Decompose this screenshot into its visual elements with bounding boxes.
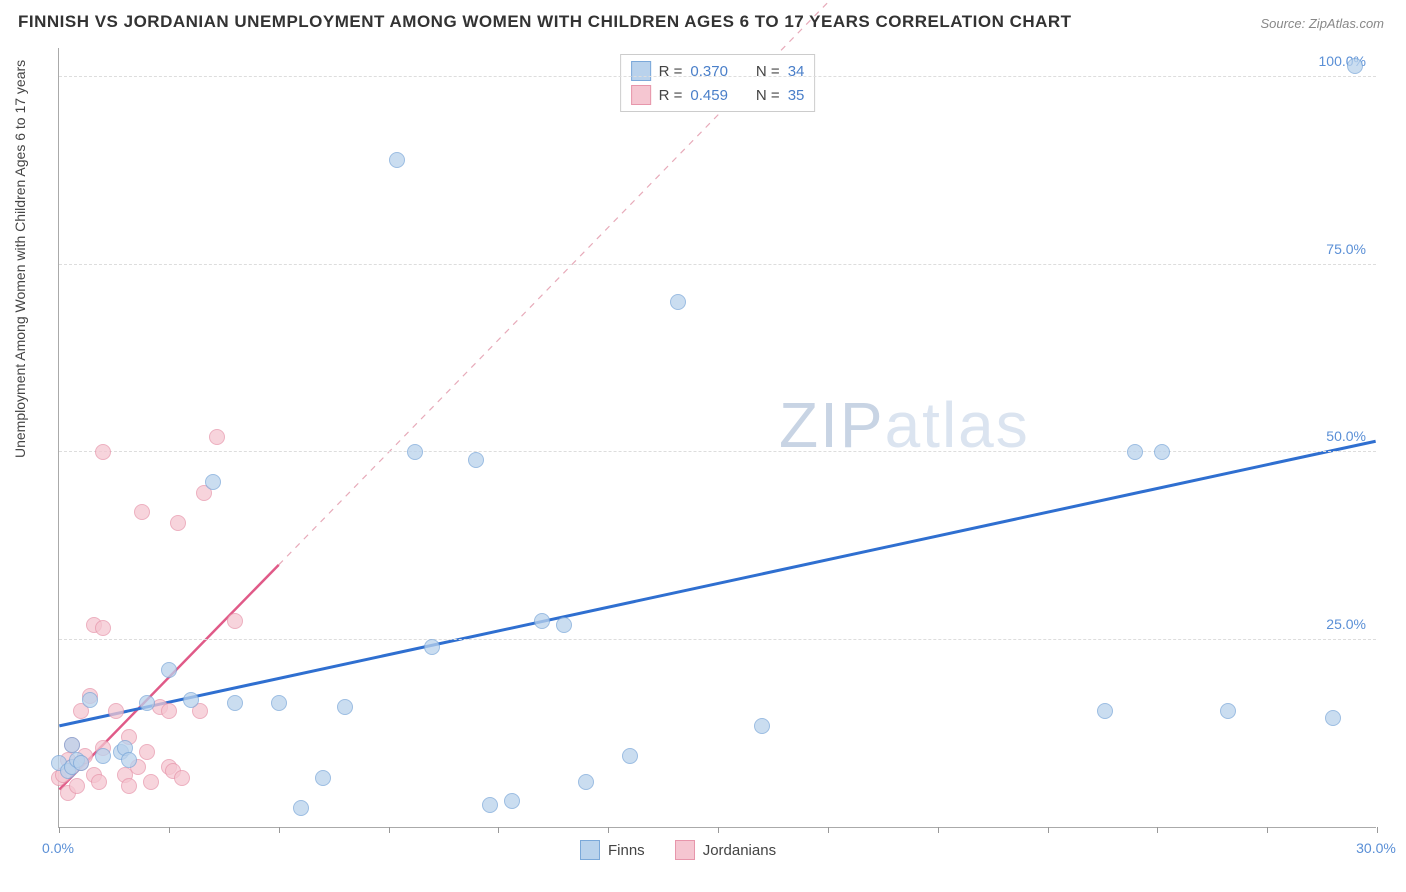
finns-point — [504, 793, 520, 809]
x-tick-label-max: 30.0% — [1356, 840, 1396, 856]
finns-point — [389, 152, 405, 168]
finns-point — [482, 797, 498, 813]
finns-point — [754, 718, 770, 734]
gridline — [59, 451, 1376, 452]
finns-point — [227, 695, 243, 711]
x-tick — [938, 827, 939, 833]
finns-point — [468, 452, 484, 468]
x-tick — [718, 827, 719, 833]
jordanians-point — [161, 703, 177, 719]
x-tick — [59, 827, 60, 833]
jordanians-point — [227, 613, 243, 629]
finns-point — [578, 774, 594, 790]
finns-point — [271, 695, 287, 711]
finns-point — [161, 662, 177, 678]
plot-area: ZIPatlas R = 0.370 N = 34 R = 0.459 N = … — [58, 48, 1376, 828]
x-tick — [1267, 827, 1268, 833]
jordanians-point — [121, 778, 137, 794]
jordanians-point — [69, 778, 85, 794]
x-tick — [1377, 827, 1378, 833]
finns-point — [1154, 444, 1170, 460]
chart-svg — [59, 48, 1376, 827]
legend-label-finns: Finns — [608, 842, 645, 859]
bottom-legend: Finns Jordanians — [580, 840, 776, 860]
stat-legend: R = 0.370 N = 34 R = 0.459 N = 35 — [620, 54, 816, 112]
finns-point — [205, 474, 221, 490]
finns-point — [121, 752, 137, 768]
swatch-jordanians — [631, 85, 651, 105]
x-tick — [169, 827, 170, 833]
finns-point — [315, 770, 331, 786]
finns-point — [73, 755, 89, 771]
finns-point — [534, 613, 550, 629]
jordanians-point — [170, 515, 186, 531]
legend-swatch-jordanians — [675, 840, 695, 860]
gridline — [59, 76, 1376, 77]
finns-point — [293, 800, 309, 816]
jordanians-point — [209, 429, 225, 445]
x-tick — [279, 827, 280, 833]
finns-point — [407, 444, 423, 460]
gridline — [59, 264, 1376, 265]
x-tick-label-min: 0.0% — [42, 840, 74, 856]
gridline — [59, 639, 1376, 640]
source-label: Source: ZipAtlas.com — [1260, 16, 1384, 31]
jordanians-point — [134, 504, 150, 520]
x-tick — [498, 827, 499, 833]
finns-point — [556, 617, 572, 633]
finns-point — [1347, 58, 1363, 74]
y-tick-label: 75.0% — [1326, 241, 1366, 257]
y-tick-label: 50.0% — [1326, 428, 1366, 444]
finns-point — [337, 699, 353, 715]
finns-point — [183, 692, 199, 708]
stat-row-jordanians: R = 0.459 N = 35 — [631, 83, 805, 107]
finns-point — [1220, 703, 1236, 719]
jordanians-point — [95, 620, 111, 636]
finns-point — [1097, 703, 1113, 719]
x-tick — [828, 827, 829, 833]
finns-point — [82, 692, 98, 708]
jordanians-point — [91, 774, 107, 790]
x-tick — [1157, 827, 1158, 833]
n-val-jordanians: 35 — [788, 87, 805, 104]
finns-point — [670, 294, 686, 310]
jordanians-point — [108, 703, 124, 719]
jordanians-point — [95, 444, 111, 460]
jordanians-point — [143, 774, 159, 790]
finns-point — [1325, 710, 1341, 726]
finns-point — [1127, 444, 1143, 460]
legend-swatch-finns — [580, 840, 600, 860]
x-tick — [1048, 827, 1049, 833]
r-val-jordanians: 0.459 — [690, 87, 728, 104]
finns-point — [95, 748, 111, 764]
swatch-finns — [631, 61, 651, 81]
stat-row-finns: R = 0.370 N = 34 — [631, 59, 805, 83]
jordanians-point — [139, 744, 155, 760]
x-tick — [389, 827, 390, 833]
chart-title: FINNISH VS JORDANIAN UNEMPLOYMENT AMONG … — [18, 12, 1072, 32]
y-axis-label: Unemployment Among Women with Children A… — [12, 438, 28, 458]
y-tick-label: 25.0% — [1326, 616, 1366, 632]
n-label-jordanians: N = — [756, 87, 780, 104]
x-tick — [608, 827, 609, 833]
finns-point — [622, 748, 638, 764]
legend-label-jordanians: Jordanians — [703, 842, 776, 859]
legend-item-finns: Finns — [580, 840, 645, 860]
legend-item-jordanians: Jordanians — [675, 840, 776, 860]
finns-point — [139, 695, 155, 711]
trend-line — [59, 441, 1375, 726]
finns-point — [64, 737, 80, 753]
jordanians-point — [174, 770, 190, 786]
r-label-jordanians: R = — [659, 87, 683, 104]
finns-point — [424, 639, 440, 655]
